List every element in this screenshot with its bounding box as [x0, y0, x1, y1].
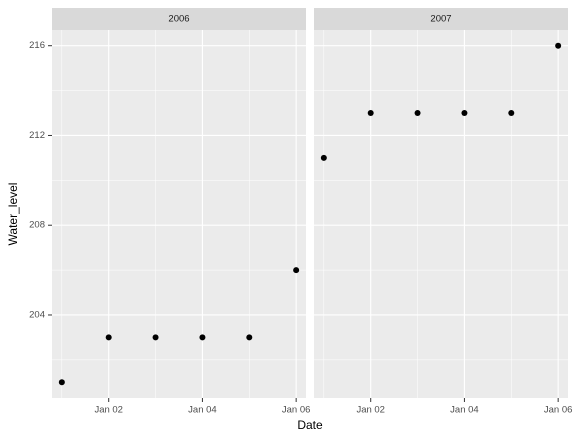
x-tick-label: Jan 06: [544, 405, 573, 416]
point: [508, 110, 515, 117]
point: [414, 110, 421, 117]
x-tick-label: Jan 04: [188, 405, 217, 416]
x-tick-label: Jan 02: [94, 405, 123, 416]
y-axis-title: Water_level: [6, 183, 20, 246]
panel-background: [314, 30, 568, 398]
point: [152, 334, 159, 341]
strip-background: [314, 8, 568, 30]
x-tick-label: Jan 02: [356, 405, 385, 416]
y-tick-label: 208: [29, 220, 45, 231]
point: [320, 154, 327, 161]
point: [293, 267, 300, 274]
point: [105, 334, 112, 341]
point: [199, 334, 206, 341]
strip-background: [52, 8, 306, 30]
point: [461, 110, 468, 117]
x-axis-title: Date: [297, 418, 323, 432]
y-tick-label: 216: [29, 40, 45, 51]
point: [367, 110, 374, 117]
point: [58, 379, 65, 386]
x-tick-label: Jan 04: [450, 405, 479, 416]
y-tick-label: 204: [29, 309, 45, 320]
strip-label: 2006: [168, 14, 189, 25]
point: [246, 334, 253, 341]
point: [555, 42, 562, 49]
x-tick-label: Jan 06: [282, 405, 311, 416]
y-tick-label: 212: [29, 130, 45, 141]
panel-background: [52, 30, 306, 398]
strip-label: 2007: [430, 14, 451, 25]
